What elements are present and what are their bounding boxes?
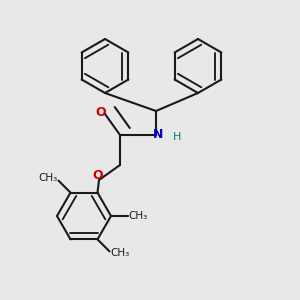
Text: CH₃: CH₃ xyxy=(110,248,130,258)
Text: O: O xyxy=(92,169,103,182)
Text: O: O xyxy=(95,106,106,119)
Text: CH₃: CH₃ xyxy=(38,172,58,183)
Text: N: N xyxy=(153,128,164,142)
Text: H: H xyxy=(173,131,181,142)
Text: CH₃: CH₃ xyxy=(128,211,148,221)
